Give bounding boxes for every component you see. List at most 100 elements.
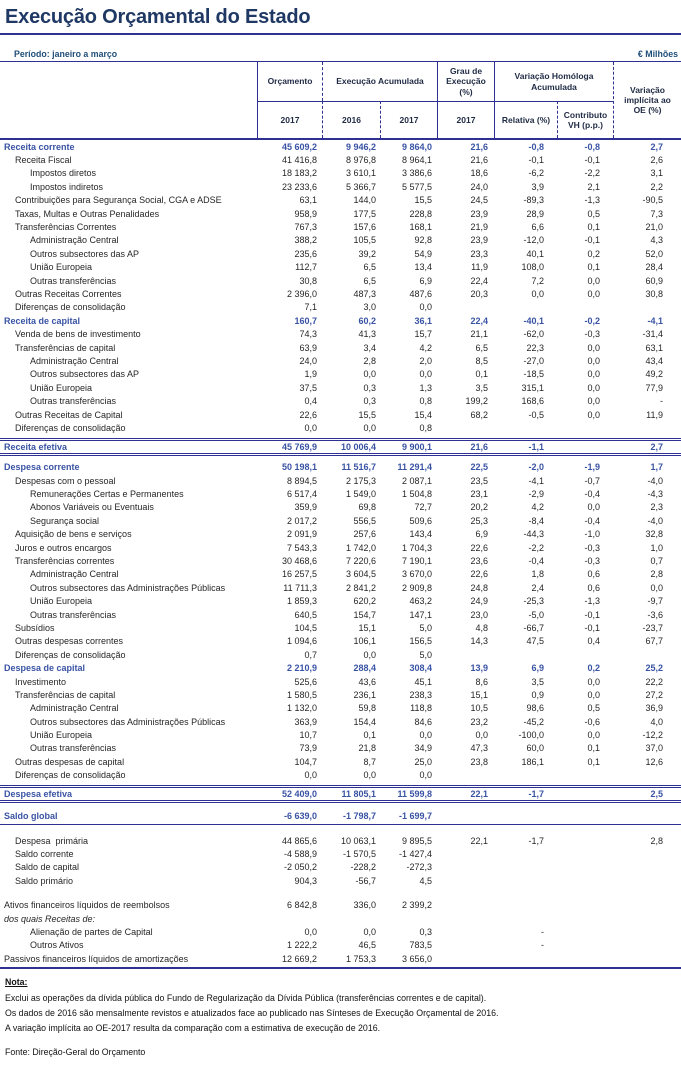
row-label: Outras despesas correntes <box>15 636 124 647</box>
row-value: 904,3 <box>294 875 317 886</box>
row-value: -228,2 <box>350 862 376 873</box>
row-value: 5 366,7 <box>345 181 376 192</box>
row-value: 7 190,1 <box>401 556 432 567</box>
row-value: 0,0 <box>650 582 663 593</box>
header-year-orcamento: 2017 <box>257 101 322 138</box>
row-value: 21,0 <box>645 222 663 233</box>
row-value: 5,0 <box>419 649 432 660</box>
row-value: 54,9 <box>414 248 432 259</box>
row-value: 1 704,3 <box>401 542 432 553</box>
row-value: 60,0 <box>526 743 544 754</box>
row-value: 47,3 <box>470 743 488 754</box>
row-value: 3 656,0 <box>401 953 432 964</box>
row-label: Transferências Correntes <box>15 222 117 233</box>
row-value: 199,2 <box>465 396 488 407</box>
table-row: dos quais Receitas de: <box>0 912 681 925</box>
row-label: Saldo corrente <box>15 849 74 860</box>
table-row: Outras despesas correntes 1 094,6 106,1 156… <box>0 635 681 648</box>
row-label: Outros subsectores das Administrações Pú… <box>30 582 226 593</box>
row-label: Outros subsectores das AP <box>30 248 140 259</box>
row-value: -0,1 <box>584 609 600 620</box>
row-label: Transferências de capital <box>15 689 116 700</box>
row-value: -0,3 <box>584 329 600 340</box>
table-row: Transferências correntes 30 468,6 7 220,6 7… <box>0 554 681 567</box>
row-value: -0,6 <box>584 716 600 727</box>
row-value: 0,0 <box>587 730 600 741</box>
row-value: -0,1 <box>584 622 600 633</box>
row-value: 257,6 <box>353 529 376 540</box>
table-row: Outras transferências 73,9 21,8 34,9 47,3 60,… <box>0 742 681 755</box>
row-value: 4,0 <box>650 716 663 727</box>
row-value: 44 865,6 <box>281 835 317 846</box>
row-value: -0,5 <box>528 409 544 420</box>
row-value: 2 175,3 <box>345 475 376 486</box>
table-row: Despesa efetiva 52 409,0 11 805,1 11 599,8 2… <box>0 784 681 803</box>
row-value: 7,3 <box>650 208 663 219</box>
row-value: 4,2 <box>531 502 544 513</box>
row-value: 77,9 <box>645 382 663 393</box>
row-label: Administração Central <box>30 703 119 714</box>
table-row: Abonos Variáveis ou Eventuais 359,9 69,8 72… <box>0 501 681 514</box>
row-value: 0,0 <box>419 730 432 741</box>
table-row: Outros subsectores das Administrações Pú… <box>0 715 681 728</box>
row-value: 0,0 <box>304 927 317 937</box>
source-line: Fonte: Direção-Geral do Orçamento <box>5 1046 146 1057</box>
row-value: 0,0 <box>363 369 376 380</box>
row-value: 8,6 <box>475 676 488 687</box>
row-label: Outras despesas de capital <box>15 756 125 767</box>
row-value: 11 516,7 <box>341 462 376 473</box>
row-value: 5 577,5 <box>401 181 432 192</box>
row-label: Despesa de capital <box>4 663 86 674</box>
row-label: Diferenças de consolidação <box>15 770 126 781</box>
table-row: União Europeia 112,7 6,5 13,4 11,9 108,0 0,1 28… <box>0 261 681 274</box>
row-value: 23,1 <box>470 489 488 500</box>
row-value: 8 976,8 <box>345 155 376 166</box>
row-value: 21,1 <box>470 329 488 340</box>
row-value: 20,3 <box>470 288 488 299</box>
header-year-exec-2017: 2017 <box>380 101 437 138</box>
row-value: 23,0 <box>470 609 488 620</box>
row-value: 1 859,3 <box>286 596 317 607</box>
row-value: -1,9 <box>584 462 600 473</box>
row-label: Saldo primário <box>15 875 74 886</box>
table-row: Transferências de capital 63,9 3,4 4,2 6,5 22… <box>0 341 681 354</box>
row-value: -2,9 <box>528 489 544 500</box>
row-value: 22,4 <box>470 275 488 286</box>
row-value: 2,0 <box>419 355 432 366</box>
row-value: -0,3 <box>584 556 600 567</box>
row-value: 41,3 <box>358 329 376 340</box>
row-value: 16 257,5 <box>281 569 317 580</box>
row-value: 0,0 <box>419 302 432 313</box>
row-value: -2 050,2 <box>283 862 317 873</box>
row-value: 23,5 <box>470 475 488 486</box>
row-label: Receita de capital <box>4 315 81 326</box>
row-value: 0,0 <box>587 676 600 687</box>
row-value: 0,1 <box>587 756 600 767</box>
row-value: 2 841,2 <box>345 582 376 593</box>
row-label: Receita corrente <box>4 141 75 152</box>
row-value: 15,5 <box>358 409 376 420</box>
table-row: Receita Fiscal 41 416,8 8 976,8 8 964,1 21,6… <box>0 153 681 166</box>
row-value: 40,1 <box>526 248 544 259</box>
row-value: -5,0 <box>528 609 544 620</box>
row-value: 0,8 <box>419 396 432 407</box>
row-value: 25,2 <box>645 663 663 674</box>
table-row: Saldo global -6 639,0 -1 798,7 -1 699,7 <box>0 808 681 825</box>
row-value: 3,5 <box>475 382 488 393</box>
row-value: 20,2 <box>470 502 488 513</box>
row-value: 13,9 <box>470 663 488 674</box>
row-value: 0,0 <box>587 409 600 420</box>
row-value: 1,9 <box>304 369 317 380</box>
row-value: -4 588,9 <box>283 849 317 860</box>
row-value: 6,5 <box>363 275 376 286</box>
row-value: 18 183,2 <box>281 168 317 179</box>
row-value: 15,5 <box>414 195 432 206</box>
table-row: União Europeia 10,7 0,1 0,0 0,0 -100,0 0,0 -12,… <box>0 728 681 741</box>
row-value: 10 063,1 <box>340 835 376 846</box>
row-value: -1,3 <box>584 195 600 206</box>
row-label: Remunerações Certas e Permanentes <box>30 489 184 500</box>
row-value: 72,7 <box>414 502 432 513</box>
row-value: 168,1 <box>409 222 432 233</box>
row-value: 2,2 <box>650 181 663 192</box>
note-line: Os dados de 2016 são mensalmente revisto… <box>5 1008 499 1019</box>
